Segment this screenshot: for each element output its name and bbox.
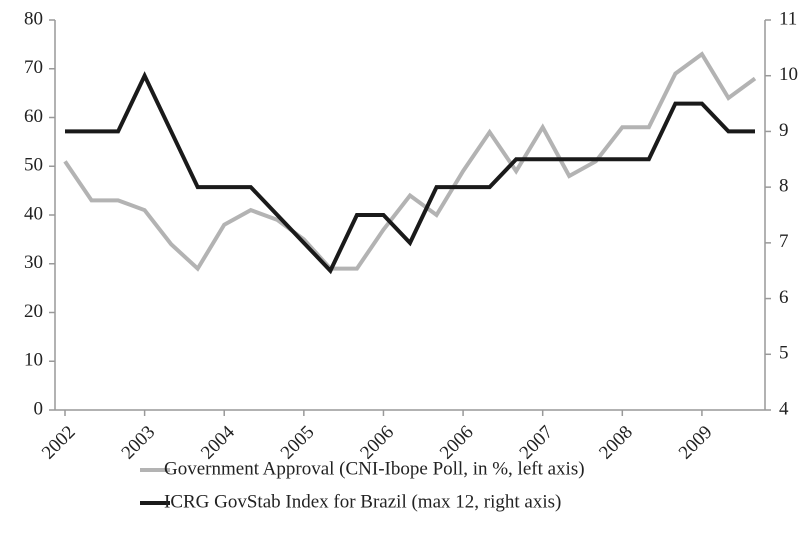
series-line xyxy=(63,51,757,272)
x-tick-label: 2007 xyxy=(516,422,558,464)
x-tick-label: 2004 xyxy=(197,421,239,463)
y-tick-label: 70 xyxy=(24,57,43,78)
legend-label: Government Approval (CNI-Ibope Poll, in … xyxy=(164,458,585,479)
y2-tick-label: 6 xyxy=(779,287,789,308)
y-tick-label: 10 xyxy=(24,350,43,371)
y-tick-label: 0 xyxy=(34,398,44,419)
x-tick-label: 2008 xyxy=(595,422,637,464)
y-tick-label: 20 xyxy=(24,301,43,322)
y2-tick-label: 10 xyxy=(779,64,798,85)
y-tick-label: 40 xyxy=(24,203,43,224)
x-tick-label: 2006 xyxy=(356,422,398,464)
y-tick-label: 30 xyxy=(24,252,43,273)
y2-tick-label: 11 xyxy=(779,8,797,29)
y2-tick-label: 4 xyxy=(779,398,789,419)
y-tick-label: 80 xyxy=(24,8,43,29)
y2-tick-label: 8 xyxy=(779,176,789,197)
y-tick-label: 60 xyxy=(24,106,43,127)
y-tick-label: 50 xyxy=(24,155,43,176)
y2-tick-label: 7 xyxy=(779,231,789,252)
x-tick-label: 2002 xyxy=(38,422,80,464)
x-tick-label: 2003 xyxy=(118,422,160,464)
x-tick-label: 2005 xyxy=(277,422,319,464)
legend-label: ICRG GovStab Index for Brazil (max 12, r… xyxy=(164,491,561,512)
y2-tick-label: 9 xyxy=(779,120,789,141)
series-line xyxy=(65,71,755,275)
x-tick-label: 2006 xyxy=(436,422,478,464)
y2-tick-label: 5 xyxy=(779,343,789,364)
x-tick-label: 2009 xyxy=(675,422,717,464)
